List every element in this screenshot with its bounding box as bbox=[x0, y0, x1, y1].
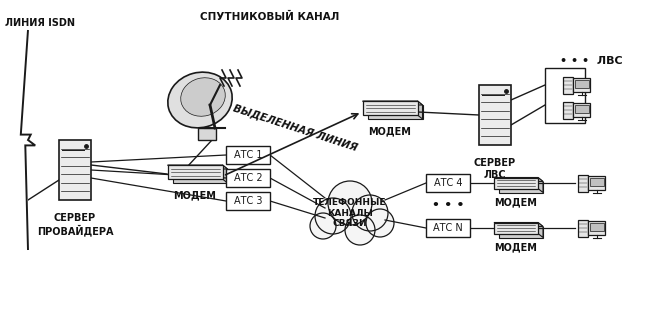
Text: АТС 2: АТС 2 bbox=[234, 173, 263, 183]
Polygon shape bbox=[417, 101, 422, 119]
Circle shape bbox=[328, 181, 372, 225]
Ellipse shape bbox=[168, 72, 232, 128]
Text: СПУТНИКОВЫЙ КАНАЛ: СПУТНИКОВЫЙ КАНАЛ bbox=[200, 12, 340, 22]
FancyBboxPatch shape bbox=[578, 220, 588, 236]
FancyBboxPatch shape bbox=[563, 76, 573, 94]
FancyBboxPatch shape bbox=[575, 105, 589, 113]
Polygon shape bbox=[494, 178, 538, 189]
Polygon shape bbox=[494, 178, 543, 181]
FancyBboxPatch shape bbox=[588, 176, 605, 190]
FancyBboxPatch shape bbox=[575, 80, 589, 88]
Text: СЕРВЕР
ПРОВАЙДЕРА: СЕРВЕР ПРОВАЙДЕРА bbox=[37, 213, 113, 237]
Text: ВЫДЕЛЕННАЯ ЛИНИЯ: ВЫДЕЛЕННАЯ ЛИНИЯ bbox=[231, 103, 358, 153]
FancyBboxPatch shape bbox=[479, 85, 511, 145]
Text: СЕРВЕР
ЛВС: СЕРВЕР ЛВС bbox=[474, 158, 516, 179]
FancyBboxPatch shape bbox=[426, 174, 470, 192]
Polygon shape bbox=[538, 178, 543, 192]
Polygon shape bbox=[363, 101, 422, 105]
Polygon shape bbox=[494, 222, 543, 227]
FancyBboxPatch shape bbox=[226, 169, 270, 187]
Text: МОДЕМ: МОДЕМ bbox=[495, 242, 538, 252]
Circle shape bbox=[310, 213, 336, 239]
FancyBboxPatch shape bbox=[573, 103, 590, 117]
Text: МОДЕМ: МОДЕМ bbox=[369, 126, 411, 136]
Polygon shape bbox=[222, 165, 227, 183]
Circle shape bbox=[366, 209, 394, 237]
Polygon shape bbox=[168, 165, 228, 169]
Text: МОДЕМ: МОДЕМ bbox=[495, 197, 538, 207]
FancyBboxPatch shape bbox=[588, 221, 605, 235]
FancyBboxPatch shape bbox=[426, 219, 470, 237]
FancyBboxPatch shape bbox=[590, 223, 604, 231]
FancyBboxPatch shape bbox=[573, 78, 590, 92]
Polygon shape bbox=[494, 222, 538, 234]
Text: АТС 4: АТС 4 bbox=[434, 178, 462, 188]
Polygon shape bbox=[21, 30, 35, 250]
Polygon shape bbox=[168, 165, 222, 179]
FancyBboxPatch shape bbox=[59, 140, 91, 200]
Polygon shape bbox=[538, 222, 543, 238]
FancyBboxPatch shape bbox=[198, 128, 216, 140]
FancyBboxPatch shape bbox=[590, 178, 604, 186]
Polygon shape bbox=[363, 101, 417, 115]
Circle shape bbox=[345, 215, 375, 245]
Text: ТЕЛЕФОННЫЕ
КАНАЛЫ
СВЯЗИ: ТЕЛЕФОННЫЕ КАНАЛЫ СВЯЗИ bbox=[313, 198, 387, 228]
FancyBboxPatch shape bbox=[226, 146, 270, 164]
Text: АТС 1: АТС 1 bbox=[234, 150, 262, 160]
Text: АТС 3: АТС 3 bbox=[234, 196, 262, 206]
FancyBboxPatch shape bbox=[578, 174, 588, 191]
FancyBboxPatch shape bbox=[226, 192, 270, 210]
Text: ЛИНИЯ ISDN: ЛИНИЯ ISDN bbox=[5, 18, 75, 28]
Polygon shape bbox=[172, 169, 227, 183]
Circle shape bbox=[352, 195, 388, 231]
Polygon shape bbox=[499, 227, 543, 238]
FancyBboxPatch shape bbox=[563, 101, 573, 118]
Text: • • •  ЛВС: • • • ЛВС bbox=[560, 56, 623, 66]
Polygon shape bbox=[499, 181, 543, 192]
Text: МОДЕМ: МОДЕМ bbox=[174, 190, 216, 200]
Polygon shape bbox=[367, 105, 422, 119]
Text: АТС N: АТС N bbox=[433, 223, 463, 233]
Ellipse shape bbox=[181, 78, 226, 116]
Text: • • •: • • • bbox=[432, 199, 464, 212]
Circle shape bbox=[315, 198, 351, 234]
